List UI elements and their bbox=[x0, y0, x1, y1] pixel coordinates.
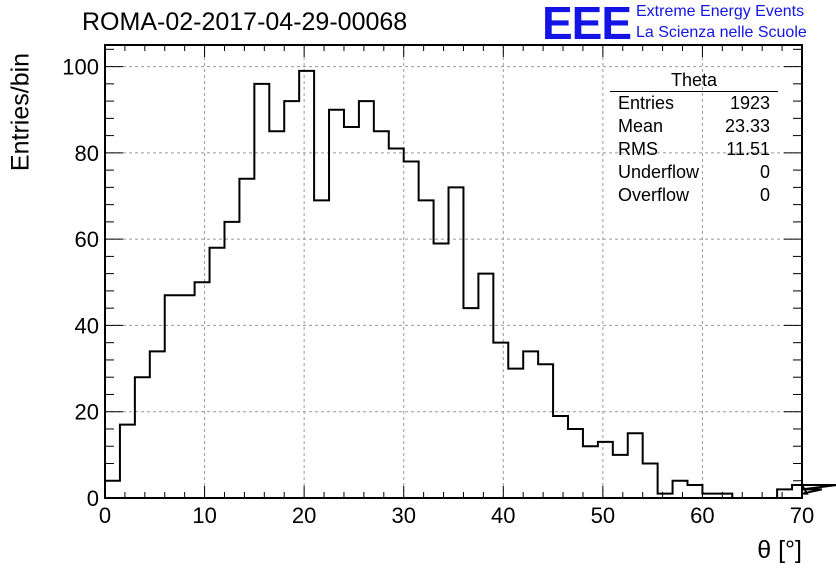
stats-value: 0 bbox=[759, 162, 770, 182]
stats-value: 0 bbox=[759, 185, 770, 205]
logo-line-2: La Scienza nelle Scuole bbox=[636, 24, 807, 41]
stats-row-entries: Entries 1923 bbox=[610, 92, 778, 115]
histogram-bin bbox=[613, 455, 628, 498]
histogram-bin bbox=[165, 295, 180, 498]
logo-line-1: Extreme Energy Events bbox=[636, 3, 805, 20]
stats-value: 11.51 bbox=[726, 139, 770, 159]
stats-label: Overflow bbox=[618, 185, 690, 205]
stats-label: Underflow bbox=[618, 162, 700, 182]
stats-value: 1923 bbox=[729, 93, 770, 113]
histogram-bin bbox=[419, 200, 434, 498]
y-axis-label: Entries/bin bbox=[6, 52, 35, 172]
x-tick-label: 0 bbox=[99, 503, 111, 528]
histogram-bin bbox=[777, 489, 792, 498]
stats-row-underflow: Underflow 0 bbox=[610, 161, 778, 184]
x-axis-label: θ [°] bbox=[757, 536, 802, 564]
chart-title: ROMA-02-2017-04-29-00068 bbox=[82, 8, 408, 36]
stats-label: Entries bbox=[618, 93, 675, 113]
eee-logo: EEE bbox=[542, 0, 632, 49]
histogram-bin bbox=[538, 364, 553, 498]
y-tick-label: 20 bbox=[75, 400, 99, 425]
y-tick-label: 100 bbox=[62, 55, 99, 80]
histogram-bin bbox=[404, 161, 419, 498]
histogram-bin bbox=[314, 200, 329, 498]
histogram-bin bbox=[299, 71, 314, 498]
stats-label: Mean bbox=[618, 116, 664, 136]
histogram-bin bbox=[449, 187, 464, 498]
stats-row-mean: Mean 23.33 bbox=[610, 115, 778, 138]
plot-frame bbox=[104, 44, 803, 499]
y-tick-label: 0 bbox=[87, 486, 99, 511]
histogram-bin bbox=[434, 243, 449, 498]
histogram-bin bbox=[374, 131, 389, 498]
histogram-bin bbox=[150, 351, 165, 498]
x-tick-label: 60 bbox=[690, 503, 714, 528]
stats-label: RMS bbox=[618, 139, 658, 159]
y-tick-label: 40 bbox=[75, 313, 99, 338]
histogram-bin bbox=[643, 463, 658, 498]
stats-box: Theta Entries 1923 Mean 23.33 RMS 11.51 … bbox=[610, 70, 778, 207]
y-tick-label: 60 bbox=[75, 227, 99, 252]
histogram-bin bbox=[284, 101, 299, 498]
stats-row-rms: RMS 11.51 bbox=[610, 138, 778, 161]
histogram-bin bbox=[628, 433, 643, 498]
histogram-bin bbox=[553, 416, 568, 498]
x-tick-label: 10 bbox=[192, 503, 216, 528]
histogram-bin bbox=[493, 343, 508, 498]
histogram-bin bbox=[195, 282, 210, 498]
histogram-bin bbox=[389, 149, 404, 498]
histogram-bin bbox=[210, 248, 225, 498]
stats-row-overflow: Overflow 0 bbox=[610, 184, 778, 207]
x-tick-label: 50 bbox=[591, 503, 615, 528]
histogram-bin bbox=[135, 377, 150, 498]
histogram-bin bbox=[120, 425, 135, 498]
histogram-bin bbox=[180, 295, 195, 498]
histogram-bin bbox=[568, 429, 583, 498]
histogram-bin bbox=[792, 485, 802, 498]
y-tick-label: 80 bbox=[75, 141, 99, 166]
histogram-bin bbox=[673, 481, 688, 498]
x-tick-label: 20 bbox=[292, 503, 316, 528]
histogram-bin bbox=[359, 101, 374, 498]
histogram-bin bbox=[508, 369, 523, 498]
histogram-bin bbox=[224, 222, 239, 498]
histogram-bin bbox=[583, 446, 598, 498]
stats-value: 23.33 bbox=[724, 116, 770, 136]
histogram-bin bbox=[269, 131, 284, 498]
histogram-bin bbox=[463, 308, 478, 498]
x-tick-label: 40 bbox=[491, 503, 515, 528]
stats-title: Theta bbox=[610, 70, 778, 92]
histogram-bin bbox=[344, 127, 359, 498]
histogram-bin bbox=[598, 442, 613, 498]
x-tick-label: 70 bbox=[790, 503, 814, 528]
histogram-bin bbox=[239, 179, 254, 498]
histogram-bin bbox=[254, 84, 269, 498]
histogram-bin bbox=[687, 485, 702, 498]
histogram-bin bbox=[478, 274, 493, 498]
histogram-bin bbox=[105, 481, 120, 498]
histogram-bin bbox=[329, 110, 344, 498]
x-tick-label: 30 bbox=[391, 503, 415, 528]
histogram-bin bbox=[523, 351, 538, 498]
